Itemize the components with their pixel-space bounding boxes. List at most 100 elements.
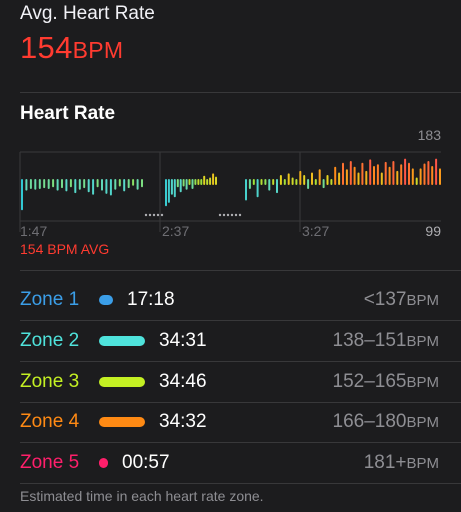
hr-bar	[69, 179, 72, 188]
hr-bar	[287, 173, 290, 185]
zone-range-value: 152–165	[332, 371, 407, 392]
gap-dot	[148, 213, 152, 217]
hr-bar	[279, 175, 282, 185]
hr-bar	[209, 177, 212, 185]
hr-bar	[83, 179, 86, 189]
hr-bar	[303, 175, 306, 185]
zone-range-unit: BPM	[406, 414, 439, 431]
hr-bar	[272, 179, 275, 185]
hr-bar	[52, 179, 55, 188]
zone-duration-bar	[99, 458, 108, 468]
hr-bar	[256, 179, 259, 198]
hr-bar	[260, 179, 263, 185]
x-tick-1: 1:47	[20, 223, 47, 239]
gap-dot	[238, 213, 242, 217]
hr-bar	[318, 169, 321, 186]
hr-bar	[376, 164, 379, 185]
hr-bar	[373, 166, 375, 185]
divider	[20, 402, 461, 403]
hr-bar	[43, 179, 46, 189]
hr-bar	[78, 179, 81, 190]
zone-range-value: <137	[363, 289, 407, 310]
y-tick-min: 99	[425, 223, 441, 239]
gap-dot	[234, 213, 238, 217]
divider	[20, 270, 461, 271]
hr-bar	[197, 179, 200, 185]
hr-bar	[173, 179, 176, 198]
x-tick-2: 2:37	[162, 223, 189, 239]
gap-dot	[226, 213, 230, 217]
hr-bar	[34, 179, 37, 190]
zone-name: Zone 3	[20, 371, 80, 392]
y-tick-max: 183	[418, 127, 442, 143]
hr-bar	[268, 179, 271, 191]
hr-bar	[96, 179, 99, 188]
hr-bar	[276, 179, 278, 194]
footnote: Estimated time in each heart rate zone.	[20, 488, 264, 504]
hr-bar	[167, 179, 170, 203]
zone-range-unit: BPM	[406, 333, 439, 350]
zone-time: 34:46	[159, 371, 207, 392]
hr-bar	[299, 170, 302, 185]
zone-duration-bar	[99, 336, 145, 346]
hr-bar	[123, 179, 126, 192]
hr-bar	[408, 162, 410, 185]
hr-bar	[92, 179, 95, 195]
hr-bar	[400, 164, 403, 185]
zone-range: <137BPM	[364, 289, 439, 311]
zone-row: Zone 1 17:18 <137BPM	[0, 280, 461, 320]
hr-bar	[191, 179, 194, 189]
hr-bar	[182, 179, 185, 187]
hr-bar	[435, 158, 438, 185]
bpm-avg-label: 154 BPM AVG	[20, 241, 110, 257]
hr-bar	[61, 179, 63, 189]
zone-range: 152–165BPM	[333, 371, 439, 393]
x-tick-3: 3:27	[302, 223, 329, 239]
hr-bar	[245, 179, 247, 201]
hr-bar	[165, 179, 167, 207]
gap-dot	[218, 213, 222, 217]
divider	[20, 320, 461, 321]
hr-bar	[291, 177, 294, 185]
hr-bar	[427, 161, 430, 185]
gap-dot	[152, 213, 156, 217]
hr-bar	[342, 162, 344, 185]
chart-bars	[21, 158, 441, 211]
gap-dot	[222, 213, 226, 217]
divider	[20, 92, 461, 93]
hr-bar	[283, 179, 286, 185]
zone-row: Zone 5 00:57 181+BPM	[0, 443, 461, 483]
hr-bar	[114, 179, 117, 190]
hr-bar	[252, 179, 255, 185]
hr-bar	[404, 158, 407, 185]
divider	[20, 483, 461, 484]
zone-range: 181+BPM	[364, 452, 439, 474]
hr-bar	[21, 179, 23, 211]
divider	[20, 361, 461, 362]
hr-bar	[127, 179, 130, 189]
hr-bar	[415, 177, 418, 185]
zone-row: Zone 2 34:31 138–151BPM	[0, 321, 461, 361]
hr-bar	[326, 175, 329, 185]
hr-bar	[392, 161, 395, 185]
gap-dot	[230, 213, 234, 217]
hr-bar	[29, 179, 32, 189]
hr-bar	[47, 179, 50, 189]
zone-range: 138–151BPM	[333, 330, 439, 352]
zone-duration-bar	[99, 377, 145, 387]
zone-time: 00:57	[122, 452, 170, 473]
zone-name: Zone 2	[20, 330, 80, 351]
zone-time: 34:31	[159, 330, 207, 351]
hr-bar	[176, 179, 179, 188]
hr-bar	[338, 172, 341, 185]
hr-bar	[423, 163, 426, 185]
hr-bar	[396, 170, 399, 185]
divider	[20, 442, 461, 443]
zone-range-value: 181+	[363, 452, 407, 473]
zone-range-value: 166–180	[332, 411, 407, 432]
avg-heart-rate-number: 154	[20, 30, 73, 65]
hr-bar	[380, 172, 383, 185]
gap-dot	[160, 213, 164, 217]
hr-bar	[38, 179, 41, 189]
gap-dot	[156, 213, 160, 217]
